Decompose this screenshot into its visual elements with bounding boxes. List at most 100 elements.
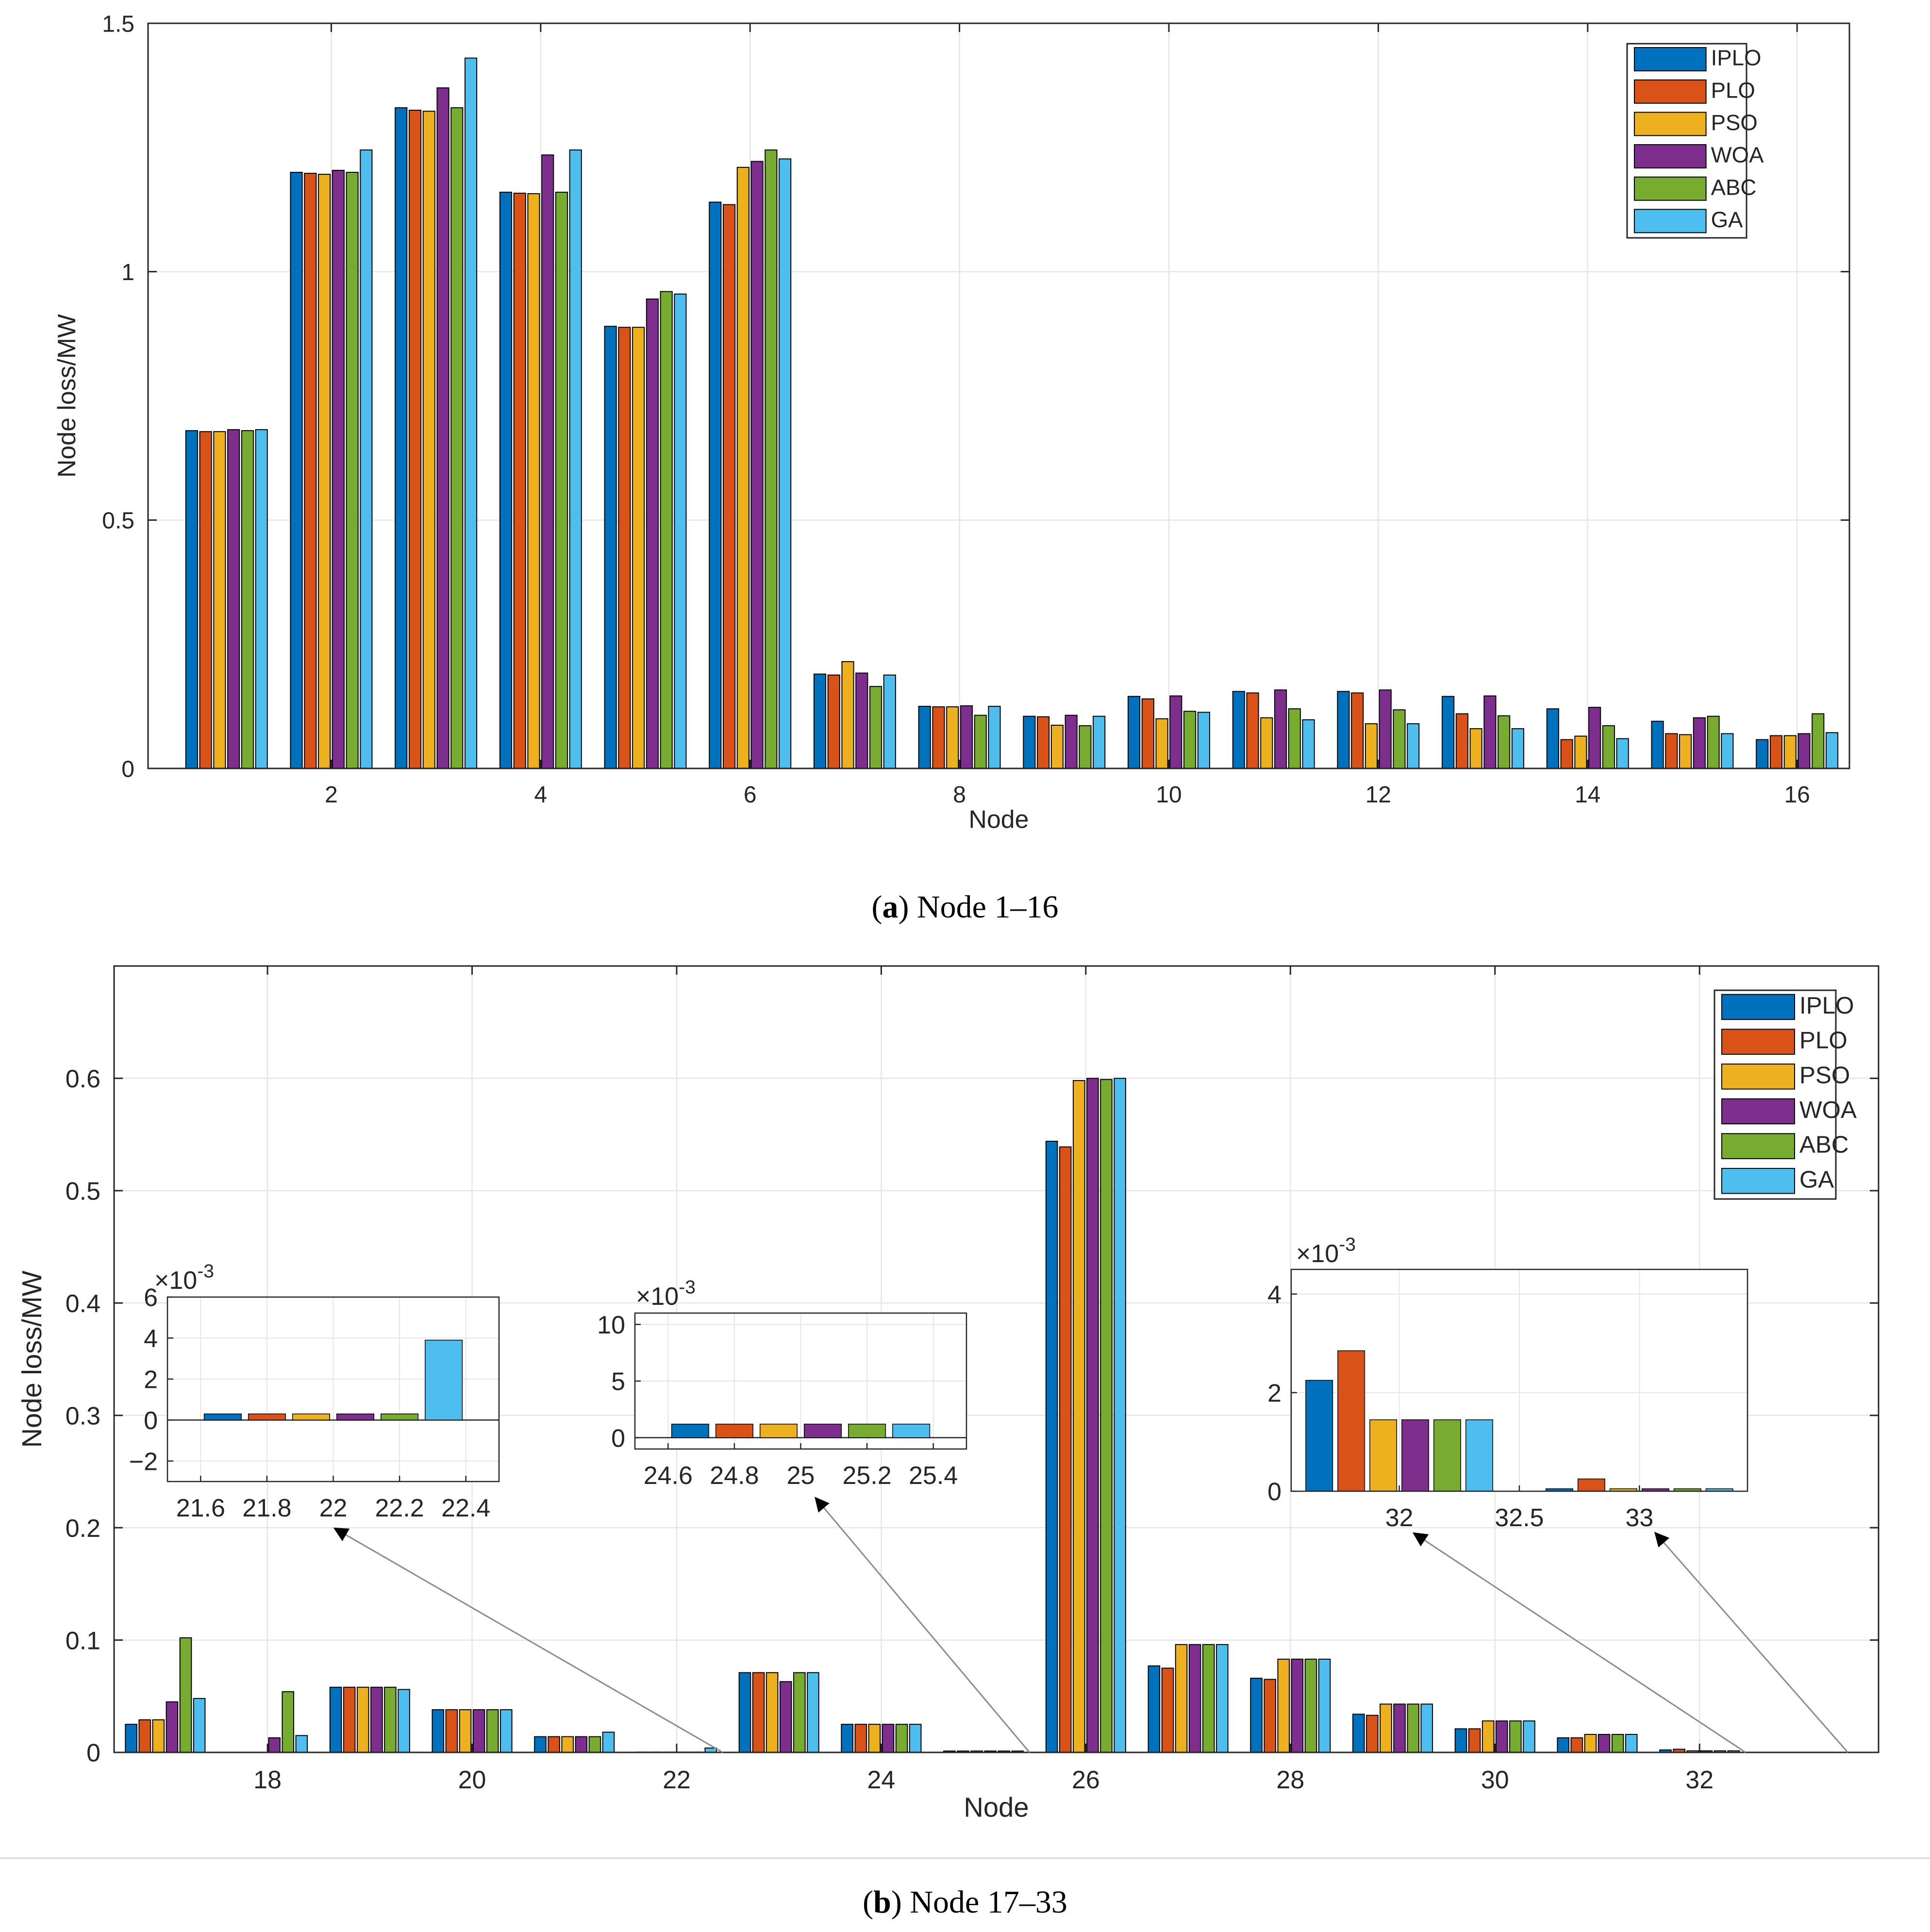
inset-x-tick-label: 21.6 (176, 1494, 225, 1522)
bar-pso-node-8 (946, 706, 959, 769)
inset-bar-iplo-node-22 (203, 1413, 242, 1421)
bar-plo-node-15 (1665, 733, 1678, 769)
bar-woa-node-12 (1379, 689, 1392, 769)
bar-abc-node-24 (895, 1724, 908, 1753)
bar-abc-node-6 (765, 149, 778, 769)
y-tick-label: 0.4 (66, 1290, 100, 1318)
inset-bar-iplo-node-25 (671, 1423, 709, 1438)
bar-iplo-node-19 (329, 1686, 342, 1753)
bar-woa-node-14 (1588, 707, 1601, 769)
bar-ga-node-15 (1721, 733, 1734, 769)
bar-pso-node-17 (152, 1719, 165, 1753)
bar-abc-node-15 (1707, 716, 1720, 769)
inset-y-tick-label: 5 (611, 1368, 625, 1396)
inset-bar-woa-node-25 (804, 1423, 842, 1438)
bar-pso-node-6 (736, 167, 749, 769)
bar-ga-node-13 (1511, 728, 1525, 769)
bar-abc-node-29 (1407, 1703, 1420, 1753)
bar-abc-node-5 (660, 291, 673, 769)
bar-ga-node-20 (499, 1709, 513, 1753)
bar-plo-node-16 (1769, 735, 1783, 769)
bar-pso-node-3 (422, 111, 435, 769)
inset-y-tick-label: 0 (611, 1424, 625, 1452)
inset-node22: 21.6 21.8 22 22.2 22.4 −2 0 2 4 6×10-3 (129, 1261, 500, 1522)
inset-bar-ga-node-32 (1465, 1419, 1493, 1492)
inset-y-tick-label: 10 (597, 1311, 625, 1339)
legend-swatch-pso (1721, 1063, 1795, 1090)
bar-abc-node-26 (1100, 1079, 1113, 1753)
inset-bar-iplo-node-32 (1305, 1380, 1333, 1492)
legend-label-plo: PLO (1799, 1027, 1847, 1054)
caption-a: (a) Node 1–16 (872, 889, 1059, 925)
bar-iplo-node-2 (290, 172, 303, 769)
bar-iplo-node-6 (709, 201, 722, 769)
inset-x-tick-label: 24.8 (710, 1462, 759, 1490)
bar-iplo-node-9 (1023, 716, 1036, 769)
x-tick-label: 24 (867, 1766, 896, 1794)
bar-woa-node-2 (332, 169, 345, 769)
bar-pso-node-5 (632, 327, 645, 769)
bar-plo-node-27 (1161, 1667, 1174, 1753)
x-tick-label: 6 (744, 782, 757, 808)
bar-woa-node-13 (1483, 695, 1497, 769)
y-tick-label: 0.6 (66, 1065, 100, 1093)
bar-woa-node-16 (1797, 733, 1811, 769)
legend-swatch-iplo (1721, 994, 1795, 1020)
bar-plo-node-13 (1455, 713, 1469, 769)
bar-iplo-node-3 (395, 107, 408, 769)
legend-swatch-ga (1634, 209, 1707, 233)
zoom-pointer-arrow (1412, 1532, 1746, 1753)
bar-iplo-node-15 (1651, 720, 1664, 769)
y-tick-label: 0.1 (66, 1627, 100, 1655)
bar-woa-node-23 (779, 1681, 792, 1753)
bar-pso-node-4 (527, 193, 540, 769)
bar-plo-node-28 (1264, 1679, 1276, 1753)
bar-pso-node-1 (213, 431, 226, 769)
bar-iplo-node-16 (1756, 739, 1769, 769)
inset-x-tick-label: 24.6 (644, 1462, 693, 1490)
bar-woa-node-21 (575, 1736, 588, 1753)
bar-woa-node-6 (750, 161, 764, 769)
bar-ga-node-5 (674, 293, 687, 769)
bar-plo-node-14 (1560, 739, 1573, 769)
legend-label-ga: GA (1799, 1166, 1834, 1193)
inset-x-tick-label: 32 (1385, 1504, 1414, 1532)
bar-pso-node-11 (1260, 717, 1273, 769)
bar-abc-node-28 (1304, 1658, 1317, 1753)
bar-ga-node-12 (1407, 723, 1420, 769)
bar-ga-node-16 (1825, 732, 1839, 769)
bar-woa-node-28 (1291, 1658, 1304, 1753)
bar-pso-node-21 (561, 1736, 574, 1753)
legend-label-pso: PSO (1711, 110, 1758, 135)
legend-label-ga: GA (1711, 207, 1743, 232)
inset-x-tick-label: 22.2 (375, 1494, 424, 1522)
bar-ga-node-19 (398, 1689, 410, 1753)
bar-abc-node-14 (1602, 725, 1615, 769)
bar-ga-node-31 (1625, 1733, 1638, 1753)
bar-ga-node-2 (360, 149, 373, 769)
x-tick-label: 18 (253, 1766, 282, 1794)
bar-abc-node-4 (555, 191, 568, 769)
bar-iplo-node-10 (1128, 696, 1141, 769)
bar-pso-node-28 (1277, 1658, 1290, 1753)
inset-x-tick-label: 25.4 (909, 1462, 958, 1490)
inset-bar-woa-node-22 (336, 1413, 375, 1421)
x-tick-label: 30 (1481, 1766, 1509, 1794)
bar-abc-node-18 (282, 1691, 295, 1753)
inset-x-tick-label: 33 (1625, 1504, 1653, 1532)
bar-ga-node-26 (1114, 1078, 1126, 1753)
inset-bar-ga-node-25 (892, 1423, 931, 1438)
legend-swatch-abc (1634, 176, 1707, 201)
bar-plo-node-12 (1351, 692, 1364, 769)
bar-pso-node-19 (356, 1686, 369, 1753)
bar-plo-node-24 (854, 1724, 867, 1753)
bar-plo-node-11 (1246, 692, 1259, 769)
bar-ga-node-6 (779, 158, 792, 769)
legend-label-abc: ABC (1711, 175, 1757, 200)
legend: IPLO PLO PSO WOA ABC GA (1626, 43, 1764, 239)
bar-pso-node-31 (1584, 1733, 1597, 1753)
bar-iplo-node-21 (534, 1736, 547, 1753)
bar-abc-node-2 (346, 172, 359, 769)
legend-label-pso: PSO (1799, 1062, 1850, 1088)
x-tick-label: 14 (1575, 782, 1600, 808)
